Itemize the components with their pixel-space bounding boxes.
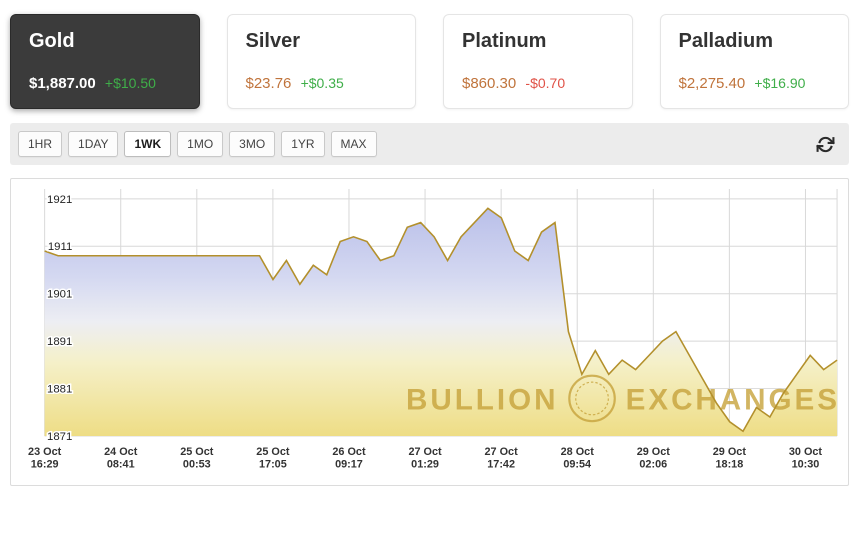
- metal-price: $1,887.00: [29, 75, 96, 92]
- card-title: Platinum: [462, 30, 547, 52]
- price-row: $23.76 +$0.35: [246, 75, 398, 92]
- coin-logo-icon: [568, 374, 616, 423]
- svg-text:BULLION: BULLION: [406, 383, 558, 416]
- metal-change: +$16.90: [754, 75, 806, 91]
- refresh-icon: [816, 136, 835, 152]
- bullion-price-widget: Gold $1,887.00 +$10.50 Silver $23.76 +$0…: [0, 0, 859, 487]
- range-3mo[interactable]: 3MO: [229, 131, 276, 157]
- svg-text:1901: 1901: [47, 289, 72, 301]
- price-row: $1,887.00 +$10.50: [29, 75, 181, 92]
- y-axis-labels: 1921 1911 1901 1891 1881 1871: [46, 192, 74, 444]
- range-1wk[interactable]: 1WK: [124, 131, 172, 157]
- metal-price: $860.30: [462, 75, 517, 92]
- svg-text:1871: 1871: [47, 431, 72, 443]
- range-1day[interactable]: 1DAY: [68, 131, 119, 157]
- price-row: $2,275.40 +$16.90: [679, 75, 831, 92]
- range-1mo[interactable]: 1MO: [177, 131, 224, 157]
- range-1hr[interactable]: 1HR: [18, 131, 63, 157]
- card-title: Gold: [29, 30, 75, 52]
- metal-change: -$0.70: [525, 75, 566, 91]
- refresh-button[interactable]: [810, 133, 841, 156]
- card-silver[interactable]: Silver $23.76 +$0.35: [226, 14, 416, 109]
- range-max[interactable]: MAX: [330, 131, 377, 157]
- card-platinum[interactable]: Platinum $860.30 -$0.70: [443, 14, 633, 109]
- svg-text:1891: 1891: [47, 336, 72, 348]
- range-1yr[interactable]: 1YR: [281, 131, 325, 157]
- svg-text:1881: 1881: [47, 384, 72, 396]
- price-row: $860.30 -$0.70: [462, 75, 614, 92]
- card-palladium[interactable]: Palladium $2,275.40 +$16.90: [659, 14, 849, 109]
- svg-text:EXCHANGES: EXCHANGES: [626, 383, 840, 416]
- metal-price: $23.76: [245, 75, 292, 92]
- price-area: [44, 208, 838, 436]
- bullion-exchanges-watermark: BULLION EXCHANGES: [406, 374, 840, 423]
- metal-cards: Gold $1,887.00 +$10.50 Silver $23.76 +$0…: [0, 0, 859, 119]
- metal-price: $2,275.40: [678, 75, 746, 92]
- range-toolbar: 1HR 1DAY 1WK 1MO 3MO 1YR MAX: [10, 123, 849, 165]
- metal-change: +$10.50: [104, 75, 156, 91]
- card-title: Silver: [245, 30, 300, 52]
- x-axis-labels: 23 Oct 16:29 24 Oct 08:41 25 Oct 00:53 25 Oct 1…: [28, 446, 822, 471]
- svg-text:1921: 1921: [47, 194, 72, 206]
- card-gold[interactable]: Gold $1,887.00 +$10.50: [10, 14, 200, 109]
- price-chart[interactable]: BULLION EXCHANGES 1921 1911 1901 1891 1881 1871…: [15, 187, 844, 483]
- chart-card: BULLION EXCHANGES 1921 1911 1901 1891 1881 1871…: [10, 178, 849, 487]
- card-title: Palladium: [678, 30, 773, 52]
- metal-change: +$0.35: [300, 75, 344, 91]
- price-line: [44, 207, 838, 433]
- svg-text:1911: 1911: [48, 241, 72, 253]
